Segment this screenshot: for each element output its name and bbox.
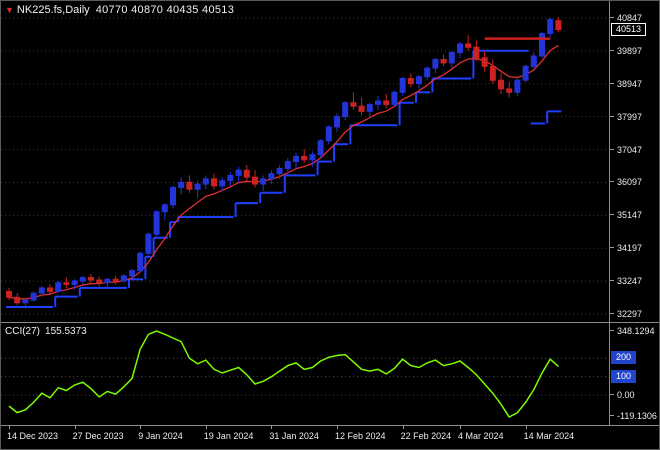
date-axis-label: 4 Mar 2024 xyxy=(458,431,504,441)
date-axis-tick xyxy=(271,426,273,429)
price-axis-label: 39897 xyxy=(610,46,642,56)
chart-title: ▼ NK225.fs,Daily 40770 40870 40435 40513 xyxy=(5,4,234,16)
cci-min-label: -119.1306 xyxy=(610,411,657,421)
price-axis-label: 37047 xyxy=(610,145,642,155)
indicator-label: CCI(27) 155.5373 xyxy=(5,326,87,337)
date-axis-label: 19 Jan 2024 xyxy=(203,431,254,441)
cci-canvas xyxy=(1,330,609,418)
cci-level-label: 200 xyxy=(611,351,637,365)
date-axis-label: 31 Jan 2024 xyxy=(269,431,319,441)
price-axis[interactable]: 40513 40847 39897 38947 37997 37047 36097 3514… xyxy=(610,1,659,322)
ma-line xyxy=(8,44,559,300)
date-axis-tick xyxy=(402,426,404,429)
price-grid xyxy=(1,17,609,315)
date-axis-label: 14 Mar 2024 xyxy=(523,431,575,441)
date-axis-tick xyxy=(460,426,461,429)
hilo-step-line xyxy=(6,49,562,308)
date-axis-tick xyxy=(9,426,10,429)
price-axis-label: 33247 xyxy=(610,276,642,286)
date-axis-label: 14 Dec 2023 xyxy=(7,431,59,441)
price-axis-label: 32297 xyxy=(610,309,642,319)
price-axis-label: 35147 xyxy=(610,210,642,220)
date-axis-label: 9 Jan 2024 xyxy=(138,431,183,441)
price-chart-area[interactable]: ▼ NK225.fs,Daily 40770 40870 40435 40513 xyxy=(1,1,609,322)
symbol-marker-icon: ▼ xyxy=(5,5,14,15)
indicator-value: 155.5373 xyxy=(45,326,87,337)
date-axis-tick xyxy=(337,426,338,429)
symbol-timeframe-label: NK225.fs,Daily xyxy=(16,4,90,16)
date-axis-tick xyxy=(525,426,527,429)
date-axis-tick xyxy=(140,426,142,429)
panel-separator[interactable] xyxy=(1,322,659,323)
cci-grid xyxy=(1,357,609,396)
cci-indicator-panel[interactable]: CCI(27) 155.5373 xyxy=(1,323,609,425)
date-axis-label: 22 Feb 2024 xyxy=(400,431,452,441)
price-axis-label: 37997 xyxy=(610,112,642,122)
axis-separator xyxy=(609,1,610,425)
date-axis-label: 12 Feb 2024 xyxy=(335,431,386,441)
panel-separator[interactable] xyxy=(1,425,659,426)
price-axis-label: 38947 xyxy=(610,79,642,89)
price-chart-canvas xyxy=(1,17,609,315)
date-axis-tick xyxy=(205,426,207,429)
price-axis-label: 40847 xyxy=(610,13,642,23)
ohlc-values-label: 40770 40870 40435 40513 xyxy=(95,4,235,16)
cci-max-label: 348.1294 xyxy=(610,326,655,336)
cci-level-label: 100 xyxy=(611,369,637,383)
price-axis-label: 36097 xyxy=(610,177,642,187)
current-price-badge: 40513 xyxy=(611,22,647,36)
cci-level-label: 0.00 xyxy=(610,390,635,400)
indicator-name: CCI(27) xyxy=(5,326,41,337)
date-axis-label: 27 Dec 2023 xyxy=(72,431,124,441)
price-axis-label: 34197 xyxy=(610,243,642,253)
indicator-axis[interactable]: 348.1294 200 100 0.00 -119.1306 xyxy=(610,323,659,425)
candles-layer xyxy=(6,17,562,309)
cci-line xyxy=(8,330,559,418)
date-axis-tick xyxy=(74,426,76,429)
date-axis[interactable]: 14 Dec 2023 27 Dec 2023 9 Jan 2024 19 Jan 2… xyxy=(1,426,659,449)
